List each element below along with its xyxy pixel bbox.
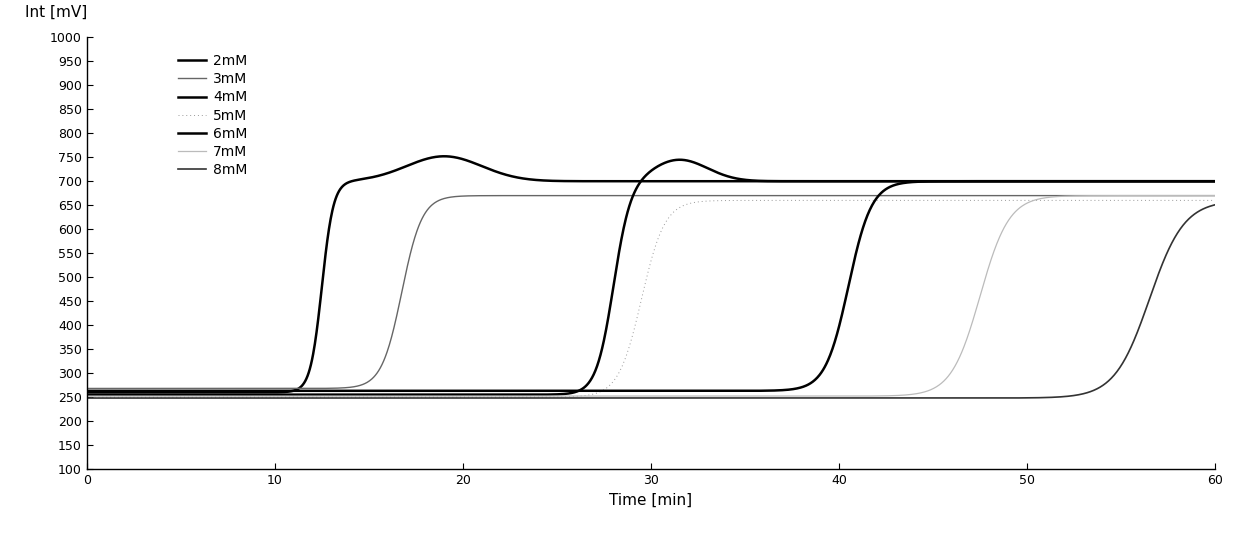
Line: 5mM: 5mM bbox=[87, 200, 1215, 397]
2mM bbox=[436, 153, 451, 159]
5mM bbox=[1208, 197, 1223, 204]
2mM bbox=[599, 178, 614, 184]
5mM bbox=[968, 197, 983, 204]
8mM bbox=[136, 395, 151, 401]
7mM bbox=[598, 393, 613, 399]
4mM bbox=[968, 178, 983, 184]
5mM bbox=[79, 394, 94, 400]
5mM bbox=[1176, 197, 1190, 204]
2mM bbox=[1176, 178, 1190, 184]
Legend: 2mM, 3mM, 4mM, 5mM, 6mM, 7mM, 8mM: 2mM, 3mM, 4mM, 5mM, 6mM, 7mM, 8mM bbox=[172, 49, 253, 183]
6mM bbox=[136, 387, 151, 394]
7mM bbox=[79, 393, 94, 399]
3mM bbox=[79, 385, 94, 392]
5mM bbox=[136, 394, 151, 400]
4mM bbox=[672, 157, 687, 163]
6mM bbox=[598, 387, 613, 394]
5mM bbox=[598, 385, 613, 392]
2mM bbox=[629, 178, 644, 184]
6mM bbox=[627, 387, 642, 394]
6mM bbox=[1176, 178, 1190, 184]
6mM bbox=[968, 178, 983, 184]
Line: 3mM: 3mM bbox=[87, 196, 1215, 389]
8mM bbox=[598, 395, 613, 401]
7mM bbox=[627, 393, 642, 399]
3mM bbox=[1176, 192, 1190, 199]
Line: 8mM: 8mM bbox=[87, 205, 1215, 398]
2mM bbox=[136, 389, 151, 395]
3mM bbox=[1176, 192, 1190, 199]
5mM bbox=[1176, 197, 1190, 204]
5mM bbox=[1060, 197, 1075, 204]
5mM bbox=[627, 321, 642, 327]
3mM bbox=[766, 192, 781, 199]
4mM bbox=[79, 391, 94, 398]
6mM bbox=[1174, 178, 1189, 184]
3mM bbox=[627, 192, 642, 199]
2mM bbox=[79, 389, 94, 395]
Line: 7mM: 7mM bbox=[87, 196, 1215, 396]
3mM bbox=[1208, 192, 1223, 199]
4mM bbox=[136, 391, 151, 398]
8mM bbox=[1208, 201, 1223, 208]
3mM bbox=[968, 192, 983, 199]
Line: 4mM: 4mM bbox=[87, 160, 1215, 394]
3mM bbox=[136, 385, 151, 392]
7mM bbox=[1176, 192, 1190, 199]
7mM bbox=[968, 309, 983, 316]
3mM bbox=[598, 192, 613, 199]
2mM bbox=[1176, 178, 1190, 184]
Line: 2mM: 2mM bbox=[87, 156, 1215, 392]
7mM bbox=[136, 393, 151, 399]
4mM bbox=[1176, 178, 1190, 184]
2mM bbox=[1208, 178, 1223, 184]
8mM bbox=[627, 395, 642, 401]
7mM bbox=[1174, 192, 1189, 199]
Text: Int [mV]: Int [mV] bbox=[25, 5, 87, 20]
4mM bbox=[598, 329, 613, 336]
2mM bbox=[968, 178, 983, 184]
6mM bbox=[1208, 178, 1223, 184]
4mM bbox=[627, 187, 642, 193]
Line: 6mM: 6mM bbox=[87, 181, 1215, 391]
6mM bbox=[79, 387, 94, 394]
7mM bbox=[1208, 192, 1223, 199]
4mM bbox=[1208, 178, 1223, 184]
8mM bbox=[968, 395, 983, 401]
8mM bbox=[1174, 223, 1189, 230]
4mM bbox=[1176, 178, 1190, 184]
8mM bbox=[79, 395, 94, 401]
8mM bbox=[1176, 223, 1190, 229]
X-axis label: Time [min]: Time [min] bbox=[609, 492, 693, 507]
